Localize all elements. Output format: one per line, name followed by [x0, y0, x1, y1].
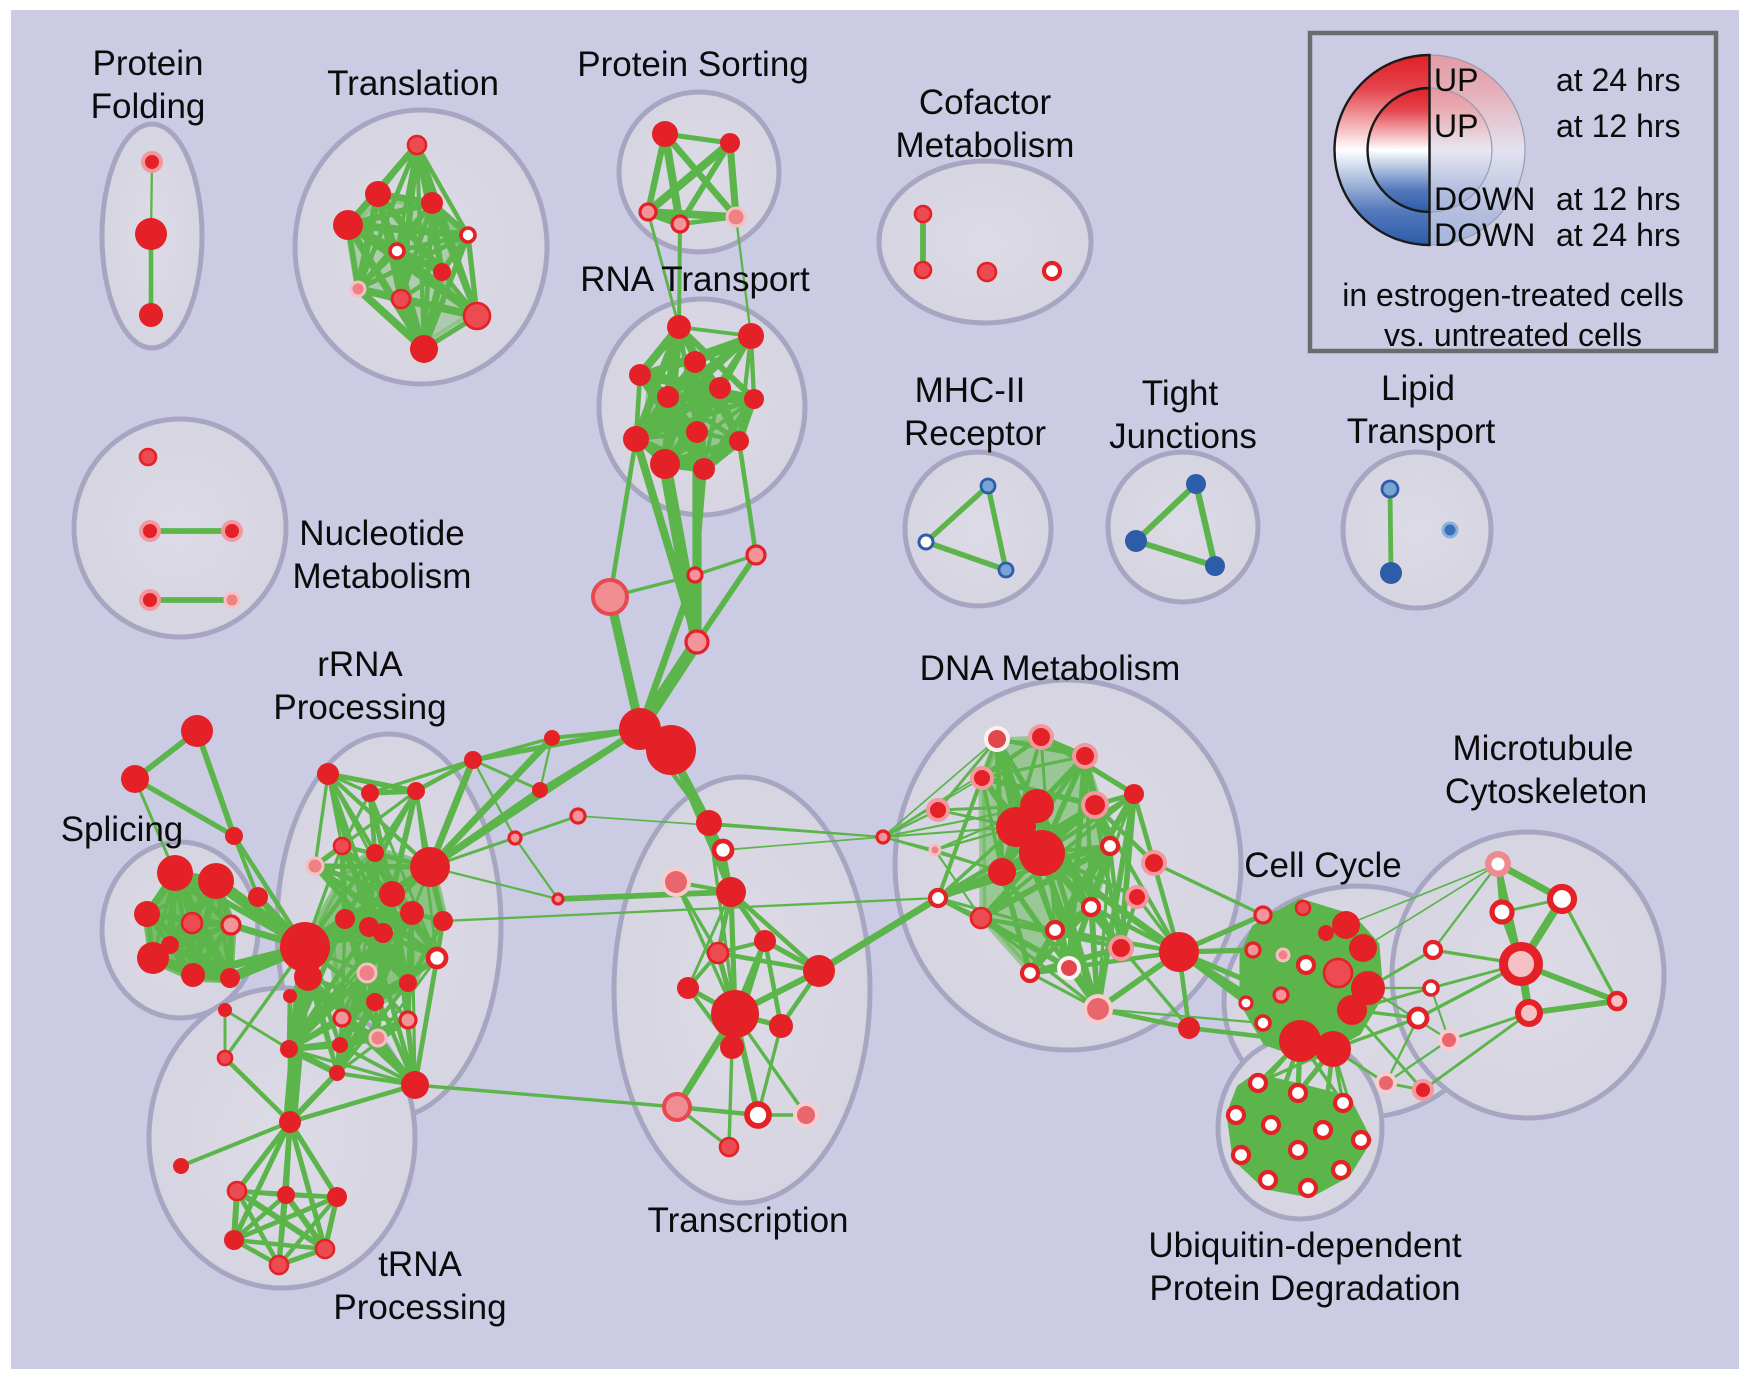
svg-text:Receptor: Receptor	[904, 414, 1046, 453]
svg-text:Ubiquitin-dependent: Ubiquitin-dependent	[1148, 1226, 1462, 1265]
svg-text:Processing: Processing	[333, 1288, 506, 1327]
svg-text:Lipid: Lipid	[1381, 369, 1455, 408]
svg-text:Nucleotide: Nucleotide	[299, 514, 464, 553]
svg-text:Protein Sorting: Protein Sorting	[577, 45, 809, 84]
svg-text:DOWN: DOWN	[1434, 217, 1535, 253]
svg-text:in estrogen-treated cells: in estrogen-treated cells	[1342, 277, 1684, 313]
svg-text:tRNA: tRNA	[378, 1245, 462, 1284]
svg-text:Cofactor: Cofactor	[919, 83, 1052, 122]
svg-text:at 12 hrs: at 12 hrs	[1556, 108, 1681, 144]
svg-text:Transcription: Transcription	[648, 1201, 849, 1240]
svg-text:Cytoskeleton: Cytoskeleton	[1445, 772, 1647, 811]
svg-text:DOWN: DOWN	[1434, 181, 1535, 217]
svg-text:Transport: Transport	[1347, 412, 1496, 451]
svg-text:Processing: Processing	[273, 688, 446, 727]
svg-text:Protein Degradation: Protein Degradation	[1149, 1269, 1460, 1308]
svg-text:Folding: Folding	[91, 87, 206, 126]
svg-text:vs. untreated cells: vs. untreated cells	[1384, 317, 1642, 353]
svg-text:Microtubule: Microtubule	[1453, 729, 1634, 768]
svg-text:Protein: Protein	[93, 44, 204, 83]
svg-text:Splicing: Splicing	[61, 810, 184, 849]
svg-text:Metabolism: Metabolism	[293, 557, 472, 596]
svg-text:at 12 hrs: at 12 hrs	[1556, 181, 1681, 217]
svg-text:at 24 hrs: at 24 hrs	[1556, 217, 1681, 253]
svg-text:Translation: Translation	[327, 64, 499, 103]
svg-text:RNA Transport: RNA Transport	[580, 260, 810, 299]
svg-text:Junctions: Junctions	[1109, 417, 1257, 456]
svg-text:rRNA: rRNA	[317, 645, 403, 684]
svg-text:UP: UP	[1434, 62, 1478, 98]
svg-text:at 24 hrs: at 24 hrs	[1556, 62, 1681, 98]
svg-text:UP: UP	[1434, 108, 1478, 144]
svg-text:Metabolism: Metabolism	[896, 126, 1075, 165]
svg-text:Cell Cycle: Cell Cycle	[1244, 846, 1402, 885]
svg-text:DNA Metabolism: DNA Metabolism	[920, 649, 1181, 688]
svg-text:Tight: Tight	[1142, 374, 1219, 413]
svg-text:MHC-II: MHC-II	[915, 371, 1026, 410]
